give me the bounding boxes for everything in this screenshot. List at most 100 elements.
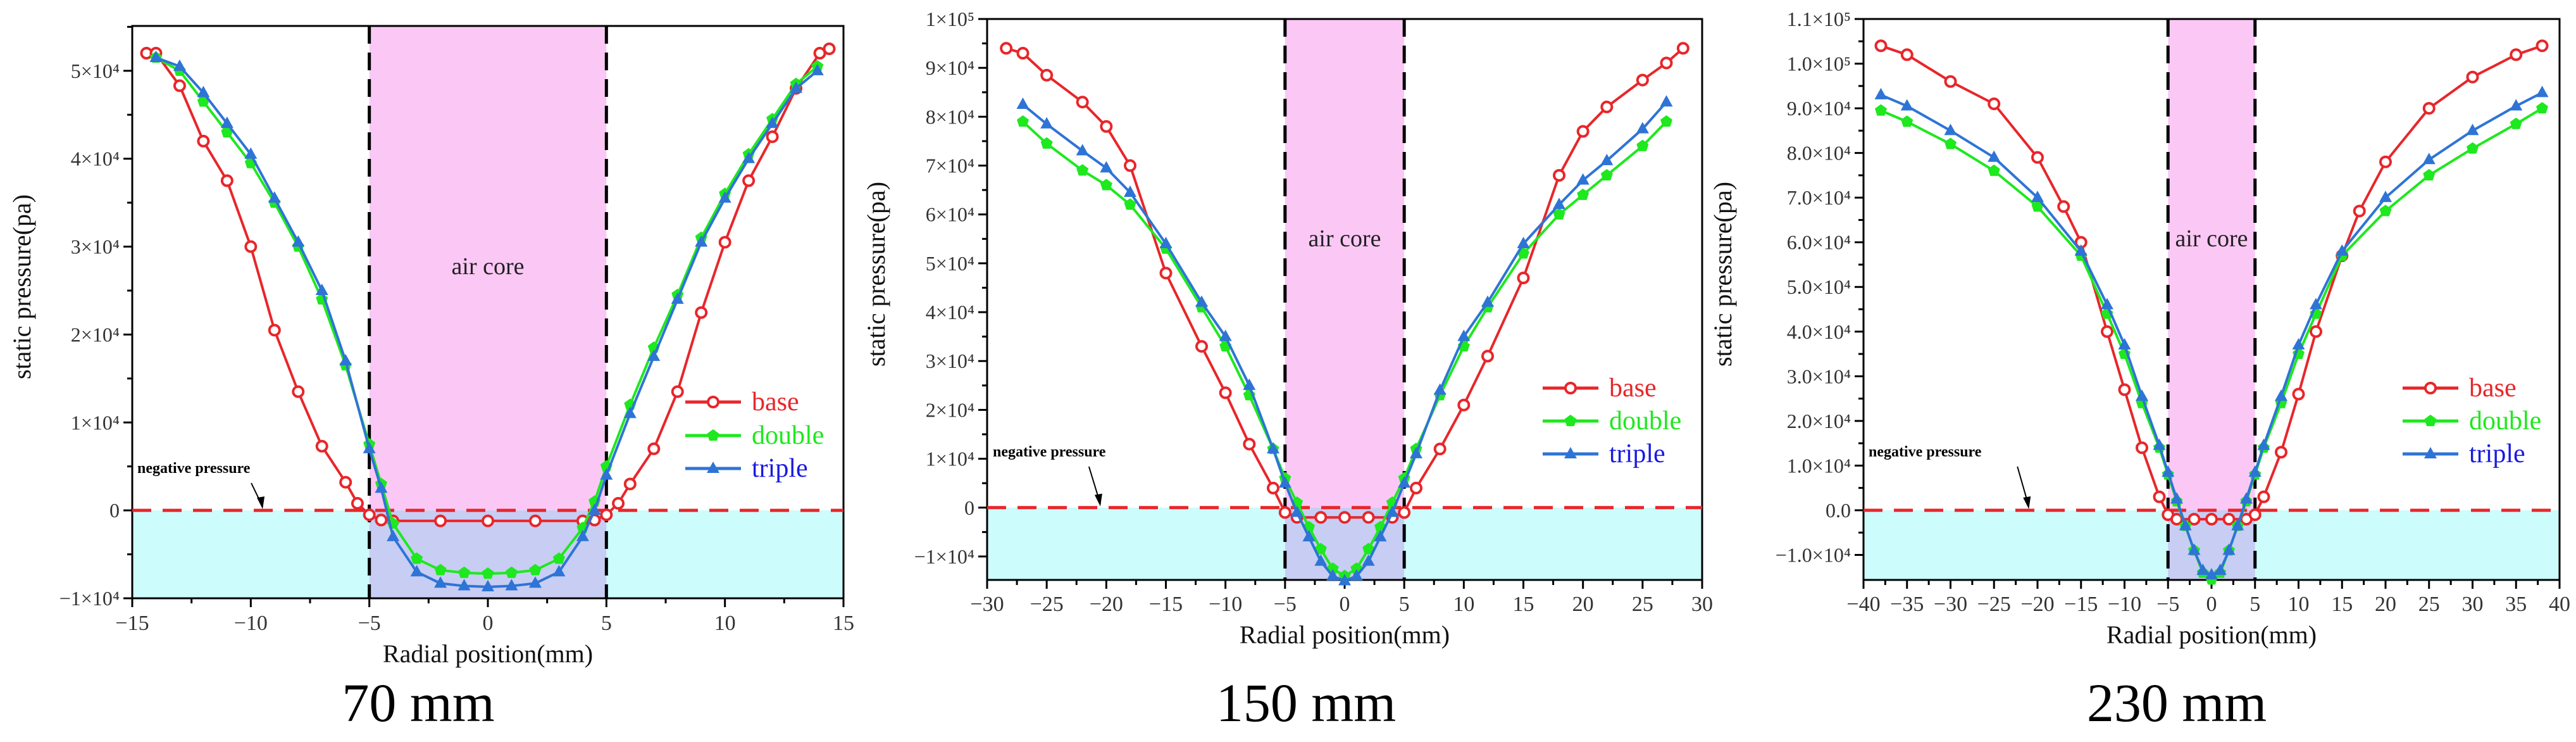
data-point-base bbox=[1338, 511, 1351, 524]
x-tick-label: 0 bbox=[2206, 593, 2217, 616]
y-tick-label: 5×10⁴ bbox=[926, 252, 974, 275]
data-point-triple bbox=[718, 191, 731, 203]
data-point-double bbox=[1553, 208, 1565, 220]
data-point-double bbox=[458, 566, 471, 578]
data-point-triple bbox=[387, 529, 400, 541]
caption-230mm: 230 mm bbox=[2086, 672, 2267, 733]
x-tick-label: −25 bbox=[1030, 593, 1064, 616]
data-point-base bbox=[2310, 325, 2322, 338]
negative-pressure-label: negative pressure bbox=[993, 444, 1106, 460]
data-point-triple bbox=[410, 565, 423, 577]
data-point-triple bbox=[576, 529, 589, 541]
data-point-triple bbox=[528, 576, 542, 588]
data-point-base bbox=[2187, 513, 2201, 526]
caption-150mm: 150 mm bbox=[1216, 672, 1397, 733]
data-point-triple bbox=[588, 503, 601, 515]
legend-marker-triple bbox=[1564, 447, 1577, 458]
x-tick-label: 10 bbox=[1453, 593, 1474, 616]
data-point-base bbox=[2379, 155, 2392, 168]
series-triple bbox=[1016, 95, 1673, 586]
negative-pressure-label: negative pressure bbox=[137, 460, 251, 477]
x-tick-label: −30 bbox=[1934, 593, 1967, 616]
data-point-triple bbox=[552, 565, 566, 577]
series-base bbox=[1000, 42, 1689, 524]
legend-marker-base bbox=[707, 396, 719, 408]
data-point-base bbox=[2257, 490, 2270, 503]
data-point-triple bbox=[1398, 476, 1411, 488]
data-point-triple bbox=[1338, 574, 1351, 586]
y-tick-label: 4.0×10⁴ bbox=[1787, 320, 1851, 343]
data-point-triple bbox=[339, 354, 352, 366]
data-point-base bbox=[1576, 125, 1590, 138]
data-point-base bbox=[1159, 267, 1173, 280]
data-point-base bbox=[1660, 56, 1673, 70]
data-point-triple bbox=[1386, 505, 1399, 517]
data-point-triple bbox=[1457, 329, 1471, 341]
y-tick-label: 5.0×10⁴ bbox=[1787, 275, 1851, 298]
x-tick-label: 5 bbox=[2249, 593, 2260, 616]
data-point-triple bbox=[1278, 476, 1291, 488]
data-point-triple bbox=[292, 235, 305, 247]
chart-0: −15 −10 −5 0 5 10 15 −1×10⁴ 0 1×10⁴ 2×10⁴ 3×10⁴ 4×10… bbox=[8, 25, 854, 668]
data-point-triple bbox=[457, 579, 471, 591]
data-point-base bbox=[612, 497, 625, 510]
data-point-triple bbox=[671, 292, 684, 304]
y-tick-label: 1×10⁴ bbox=[71, 411, 120, 434]
x-tick-label: 15 bbox=[833, 612, 854, 635]
data-point-triple bbox=[1481, 295, 1494, 307]
data-point-triple bbox=[149, 50, 163, 62]
data-point-triple bbox=[2074, 244, 2088, 256]
data-point-double bbox=[1636, 139, 1649, 151]
data-point-base bbox=[2292, 387, 2305, 401]
y-tick-label: 1.0×10⁴ bbox=[1787, 454, 1851, 477]
data-point-base bbox=[1278, 506, 1291, 519]
air-core-label: air core bbox=[452, 253, 525, 280]
data-point-triple bbox=[2222, 543, 2236, 555]
x-tick-label: 15 bbox=[2331, 593, 2353, 616]
data-point-triple bbox=[363, 441, 376, 453]
data-point-base bbox=[823, 42, 836, 56]
data-point-base bbox=[1219, 386, 1232, 399]
data-point-double bbox=[1660, 115, 1673, 127]
x-tick-label: 15 bbox=[1513, 593, 1534, 616]
data-point-double bbox=[2379, 204, 2392, 217]
data-point-base bbox=[220, 174, 233, 187]
data-point-double bbox=[1577, 188, 1590, 200]
data-point-base bbox=[482, 514, 494, 527]
x-tick-label: −20 bbox=[1090, 593, 1123, 616]
x-tick-label: −10 bbox=[234, 612, 268, 635]
data-point-triple bbox=[1314, 554, 1328, 566]
data-point-double bbox=[505, 566, 518, 578]
data-point-triple bbox=[2422, 153, 2436, 165]
data-point-base bbox=[2101, 325, 2113, 338]
legend-marker-base bbox=[1564, 382, 1577, 394]
data-point-base bbox=[1076, 96, 1089, 109]
data-point-base bbox=[1040, 68, 1054, 82]
data-point-triple bbox=[1326, 569, 1340, 581]
data-point-base bbox=[2136, 441, 2148, 455]
data-point-triple bbox=[1600, 153, 1614, 165]
legend-marker-double bbox=[1564, 415, 1577, 427]
legend-item-triple: triple bbox=[1543, 439, 1665, 468]
data-point-triple bbox=[766, 116, 779, 129]
legend-label-base: base bbox=[752, 387, 799, 417]
data-point-double bbox=[2423, 168, 2436, 180]
x-tick-label: 35 bbox=[2505, 593, 2527, 616]
legend-marker-triple bbox=[707, 462, 719, 473]
data-point-base bbox=[1016, 47, 1030, 60]
data-point-triple bbox=[695, 235, 708, 247]
x-tick-label: −15 bbox=[115, 612, 149, 635]
data-point-triple bbox=[2310, 298, 2322, 310]
x-tick-label: 10 bbox=[2288, 593, 2310, 616]
data-point-triple bbox=[1636, 122, 1649, 134]
data-point-triple bbox=[2257, 438, 2270, 450]
data-point-base bbox=[528, 514, 542, 527]
y-tick-label: 9.0×10⁴ bbox=[1787, 97, 1851, 120]
air-core-label: air core bbox=[2175, 225, 2248, 252]
legend-label-double: double bbox=[752, 421, 824, 450]
x-tick-label: 10 bbox=[714, 612, 736, 635]
data-point-base bbox=[600, 508, 613, 522]
data-point-triple bbox=[811, 63, 824, 75]
data-point-base bbox=[1874, 39, 1888, 53]
data-point-base bbox=[173, 79, 186, 92]
